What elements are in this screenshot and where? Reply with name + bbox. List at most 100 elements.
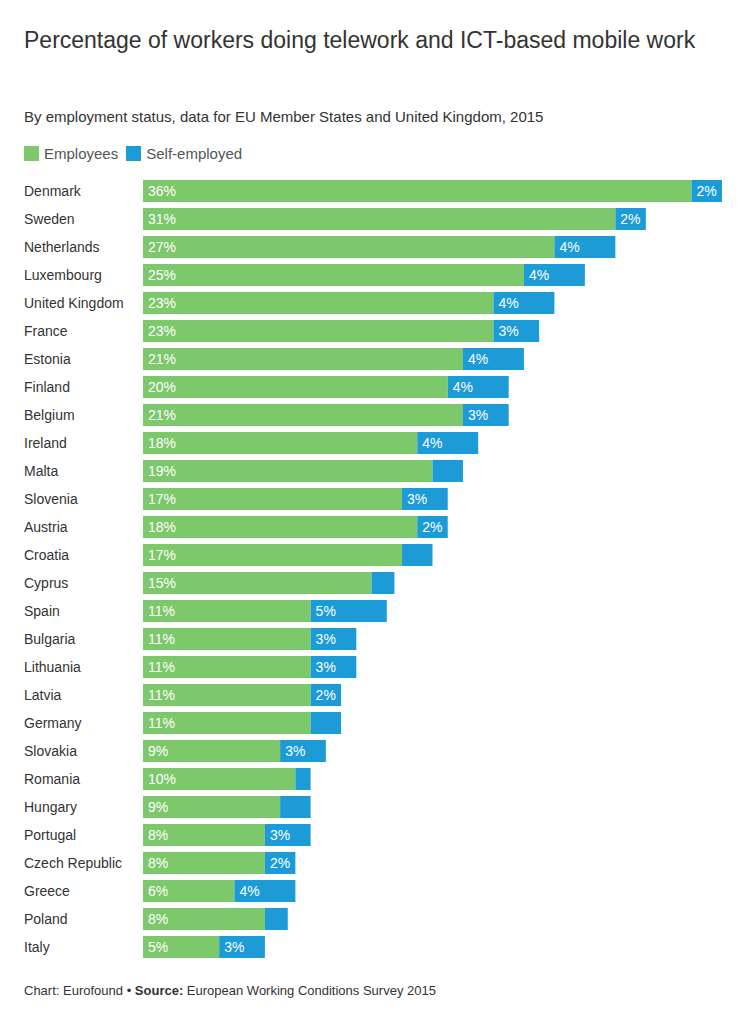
bar [615, 208, 645, 230]
bar [493, 320, 539, 342]
data-label: 9% [148, 743, 168, 759]
legend-label: Self-employed [146, 145, 242, 162]
data-label: 21% [148, 407, 176, 423]
legend-label: Employees [44, 145, 118, 162]
bar [143, 404, 463, 426]
bar [219, 936, 265, 958]
bar [372, 572, 395, 594]
data-label: 15% [148, 575, 176, 591]
bar [143, 572, 372, 594]
bar [143, 684, 311, 706]
data-label: 2% [270, 855, 290, 871]
data-label: 23% [148, 323, 176, 339]
legend-swatch [126, 146, 141, 161]
category-label: Lithuania [24, 659, 81, 675]
category-label: Denmark [24, 183, 82, 199]
data-label: 18% [148, 435, 176, 451]
data-label: 19% [148, 463, 176, 479]
data-label: 3% [498, 323, 518, 339]
bar [143, 348, 463, 370]
data-label: 8% [148, 827, 168, 843]
category-label: United Kingdom [24, 295, 124, 311]
bar [143, 600, 311, 622]
data-label: 3% [285, 743, 305, 759]
data-label: 27% [148, 239, 176, 255]
legend: Employees Self-employed [24, 145, 250, 162]
bar [143, 488, 402, 510]
category-label: Romania [24, 771, 80, 787]
footer-text: Source: [135, 983, 183, 998]
category-label: Ireland [24, 435, 67, 451]
bar [143, 180, 692, 202]
footer-text: European Working Conditions Survey 2015 [187, 983, 436, 998]
data-label: 3% [316, 659, 336, 675]
category-label: Finland [24, 379, 70, 395]
bar [143, 292, 493, 314]
category-label: Italy [24, 939, 50, 955]
category-label: Austria [24, 519, 68, 535]
bar [311, 600, 387, 622]
bar [143, 852, 265, 874]
data-label: 36% [148, 183, 176, 199]
bar [311, 712, 341, 734]
bar [234, 880, 295, 902]
data-label: 4% [529, 267, 549, 283]
bar [143, 796, 280, 818]
category-label: France [24, 323, 68, 339]
data-label: 25% [148, 267, 176, 283]
data-label: 8% [148, 911, 168, 927]
bar [463, 404, 509, 426]
bar [143, 376, 448, 398]
bar [433, 460, 463, 482]
data-label: 4% [239, 883, 259, 899]
category-label: Luxembourg [24, 267, 102, 283]
data-label: 2% [316, 687, 336, 703]
bar [143, 460, 433, 482]
data-label: 3% [224, 939, 244, 955]
bar [692, 180, 722, 202]
data-label: 3% [270, 827, 290, 843]
bar [280, 740, 326, 762]
bar [143, 320, 493, 342]
bar [143, 712, 311, 734]
data-label: 2% [697, 183, 717, 199]
bar [311, 684, 341, 706]
data-label: 31% [148, 211, 176, 227]
footer-text: • [127, 983, 132, 998]
data-label: 11% [148, 715, 175, 731]
legend-item: Self-employed [126, 145, 242, 162]
bar [143, 628, 311, 650]
legend-swatch [24, 146, 39, 161]
data-label: 4% [453, 379, 473, 395]
data-label: 3% [468, 407, 488, 423]
bar [417, 432, 478, 454]
data-label: 4% [498, 295, 518, 311]
chart: Denmark36%2%Sweden31%2%Netherlands27%4%L… [0, 0, 746, 1022]
legend-item: Employees [24, 145, 118, 162]
bar [143, 516, 417, 538]
bar [143, 208, 615, 230]
bar [311, 628, 357, 650]
category-label: Latvia [24, 687, 62, 703]
data-label: 10% [148, 771, 176, 787]
bar [524, 264, 585, 286]
category-label: Germany [24, 715, 82, 731]
category-label: Portugal [24, 827, 76, 843]
data-label: 23% [148, 295, 176, 311]
category-label: Croatia [24, 547, 69, 563]
bar [143, 740, 280, 762]
category-label: Spain [24, 603, 60, 619]
data-label: 4% [559, 239, 579, 255]
data-label: 5% [148, 939, 168, 955]
bar [143, 824, 265, 846]
bar [143, 432, 417, 454]
category-label: Czech Republic [24, 855, 122, 871]
bar [143, 908, 265, 930]
bar [280, 796, 310, 818]
category-label: Hungary [24, 799, 77, 815]
data-label: 17% [148, 491, 176, 507]
data-label: 5% [316, 603, 336, 619]
data-label: 8% [148, 855, 168, 871]
bar [143, 544, 402, 566]
data-label: 4% [468, 351, 488, 367]
